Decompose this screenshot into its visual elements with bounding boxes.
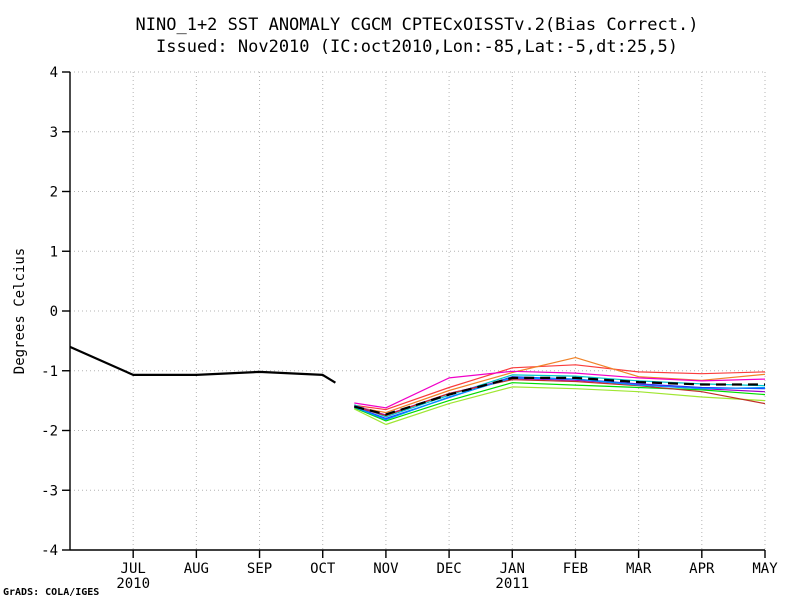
chart-series [69, 345, 766, 426]
y-tick-label: 2 [50, 185, 58, 201]
chart-title: NINO_1+2 SST ANOMALY CGCM CPTECxOISSTv.2… [136, 15, 699, 35]
x-tick-label: APR [689, 561, 715, 577]
grads-credit: GrADS: COLA/IGES [3, 587, 99, 598]
y-axis-label: Degrees Celcius [12, 248, 28, 374]
x-tick-label: DEC [436, 561, 461, 577]
x-tick-label: MAR [626, 561, 652, 577]
x-tick-label: NOV [373, 561, 399, 577]
y-tick-label: -4 [41, 543, 58, 559]
x-tick-label: AUG [184, 561, 209, 577]
x-tick-label: JAN [500, 561, 525, 577]
y-tick-label: -3 [41, 483, 58, 499]
x-tick-year-label: 2011 [495, 576, 529, 592]
series-line-ensemble-member-7 [354, 370, 766, 409]
y-tick-label: -1 [41, 364, 58, 380]
series-line-ensemble-member-9 [354, 379, 766, 417]
y-tick-label: -2 [41, 424, 58, 440]
x-tick-label: OCT [310, 561, 336, 577]
x-tick-label: MAY [752, 561, 778, 577]
chart-grid [70, 71, 766, 550]
chart-axes [62, 71, 766, 558]
chart-subtitle: Issued: Nov2010 (IC:oct2010,Lon:-85,Lat:… [156, 37, 678, 57]
x-tick-year-label: 2010 [116, 576, 150, 592]
y-tick-label: 4 [50, 65, 58, 81]
y-tick-label: 1 [50, 244, 58, 260]
series-line-observed-sst-anomaly [69, 345, 336, 384]
series-line-ensemble-member-1 [354, 364, 766, 411]
series-line-ensemble-member-2 [354, 357, 766, 414]
series-line-ensemble-mean [354, 376, 765, 416]
y-tick-label: 3 [50, 125, 58, 141]
y-tick-label: 0 [50, 304, 58, 320]
x-tick-label: JUL [121, 561, 146, 577]
x-tick-label: SEP [247, 561, 272, 577]
x-tick-label: FEB [563, 561, 588, 577]
series-line-ensemble-member-3 [354, 382, 766, 422]
series-line-ensemble-member-4 [354, 386, 766, 426]
